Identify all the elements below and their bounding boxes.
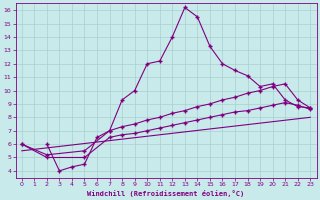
X-axis label: Windchill (Refroidissement éolien,°C): Windchill (Refroidissement éolien,°C) xyxy=(87,190,245,197)
